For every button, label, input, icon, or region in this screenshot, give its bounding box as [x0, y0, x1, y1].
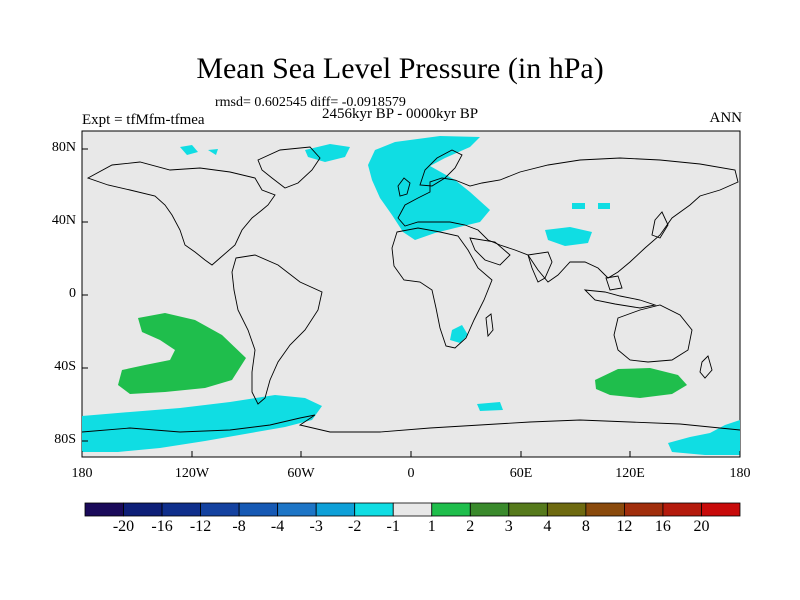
colorbar-label: 8	[581, 518, 590, 535]
colorbar	[84, 502, 741, 517]
coast-greenland	[257, 146, 321, 189]
coast-scandinavia	[419, 149, 463, 187]
colorbar-label: 20	[693, 518, 710, 535]
ytick-40s: 40S	[54, 359, 76, 374]
xtick-120e: 120E	[615, 466, 645, 481]
xtick-180w: 180	[71, 466, 93, 481]
axis-ticks	[81, 148, 741, 457]
colorbar-swatch	[161, 502, 201, 517]
anomaly-south-pacific	[118, 313, 246, 394]
anomaly-southern-africa	[450, 325, 468, 343]
xtick-0: 0	[407, 466, 415, 481]
xtick-120w: 120W	[174, 466, 210, 481]
coast-borneo	[605, 275, 623, 291]
coast-britain	[397, 177, 411, 197]
anomaly-arctic-3	[208, 149, 218, 155]
colorbar-label: -8	[232, 518, 246, 535]
colorbar-swatch	[84, 502, 124, 517]
coast-indonesia	[583, 289, 657, 309]
ytick-80n: 80N	[51, 140, 76, 155]
colorbar-swatch	[662, 502, 702, 517]
colorbar-swatch	[200, 502, 240, 517]
ytick-80s: 80S	[54, 432, 76, 447]
anomaly-southern-ocean	[82, 395, 322, 452]
coast-australia	[613, 304, 693, 363]
colorbar-swatch	[546, 502, 587, 517]
xtick-60w: 60W	[287, 466, 315, 481]
colorbar-label: 16	[654, 518, 671, 535]
colorbar-swatch	[277, 502, 317, 517]
anomaly-antarctic-east	[668, 420, 740, 455]
colorbar-swatch	[585, 502, 625, 517]
colorbar-swatch	[508, 502, 548, 517]
anomaly-indian-ocean	[477, 402, 503, 411]
coast-madagascar	[485, 313, 494, 338]
coast-india	[527, 251, 553, 283]
colorbar-label: -20	[112, 518, 135, 535]
colorbar-swatch	[238, 502, 279, 517]
colorbar-swatch	[624, 502, 664, 517]
colorbar-label: -1	[386, 518, 400, 535]
anomaly-arctic-2	[180, 145, 198, 155]
coast-north-america	[86, 161, 276, 266]
period-label: 2456kyr BP - 0000kyr BP	[321, 106, 479, 122]
anomaly-arctic-1	[305, 144, 350, 162]
ytick-0: 0	[69, 286, 76, 301]
colorbar-label: -4	[270, 518, 285, 535]
colorbar-label: -3	[309, 518, 323, 535]
colorbar-swatch	[701, 502, 741, 517]
anomaly-north-atlantic	[368, 136, 490, 240]
colorbar-label: -2	[348, 518, 362, 535]
colorbar-label: -16	[151, 518, 173, 535]
colorbar-swatch	[315, 502, 356, 517]
anomaly-east-asia	[572, 203, 585, 209]
colorbar-swatch	[354, 502, 394, 517]
ytick-40n: 40N	[51, 213, 76, 228]
anomaly-australia-south	[595, 368, 687, 398]
colorbar-label: 4	[543, 518, 552, 535]
experiment-label: Expt = tfMfm-tfmea	[82, 112, 205, 128]
anomaly-east-asia-2	[598, 203, 610, 209]
stats-label: rmsd= 0.602545 diff= -0.0918579	[215, 95, 406, 110]
colorbar-swatch	[431, 502, 471, 517]
anomaly-layer	[82, 136, 740, 455]
xtick-180e: 180	[729, 466, 751, 481]
colorbar-label: 3	[504, 518, 513, 535]
coastlines	[81, 146, 741, 433]
season-label: ANN	[709, 110, 743, 126]
xtick-60e: 60E	[509, 466, 533, 481]
colorbar-label: 1	[427, 518, 436, 535]
colorbar-swatch	[392, 502, 433, 517]
colorbar-label: 2	[466, 518, 475, 535]
colorbar-swatch	[469, 502, 510, 517]
coast-arabia	[469, 237, 511, 266]
colorbar-label: 12	[616, 518, 633, 535]
coast-antarctica	[81, 414, 741, 433]
colorbar-label: -12	[189, 518, 212, 535]
coast-south-america	[231, 254, 323, 405]
coast-africa	[391, 227, 493, 349]
map-title: Mean Sea Level Pressure (in hPa)	[196, 52, 604, 85]
anomaly-central-asia	[545, 227, 592, 246]
coast-japan	[651, 211, 669, 239]
colorbar-swatch	[123, 502, 163, 517]
coast-new-zealand	[699, 355, 713, 379]
